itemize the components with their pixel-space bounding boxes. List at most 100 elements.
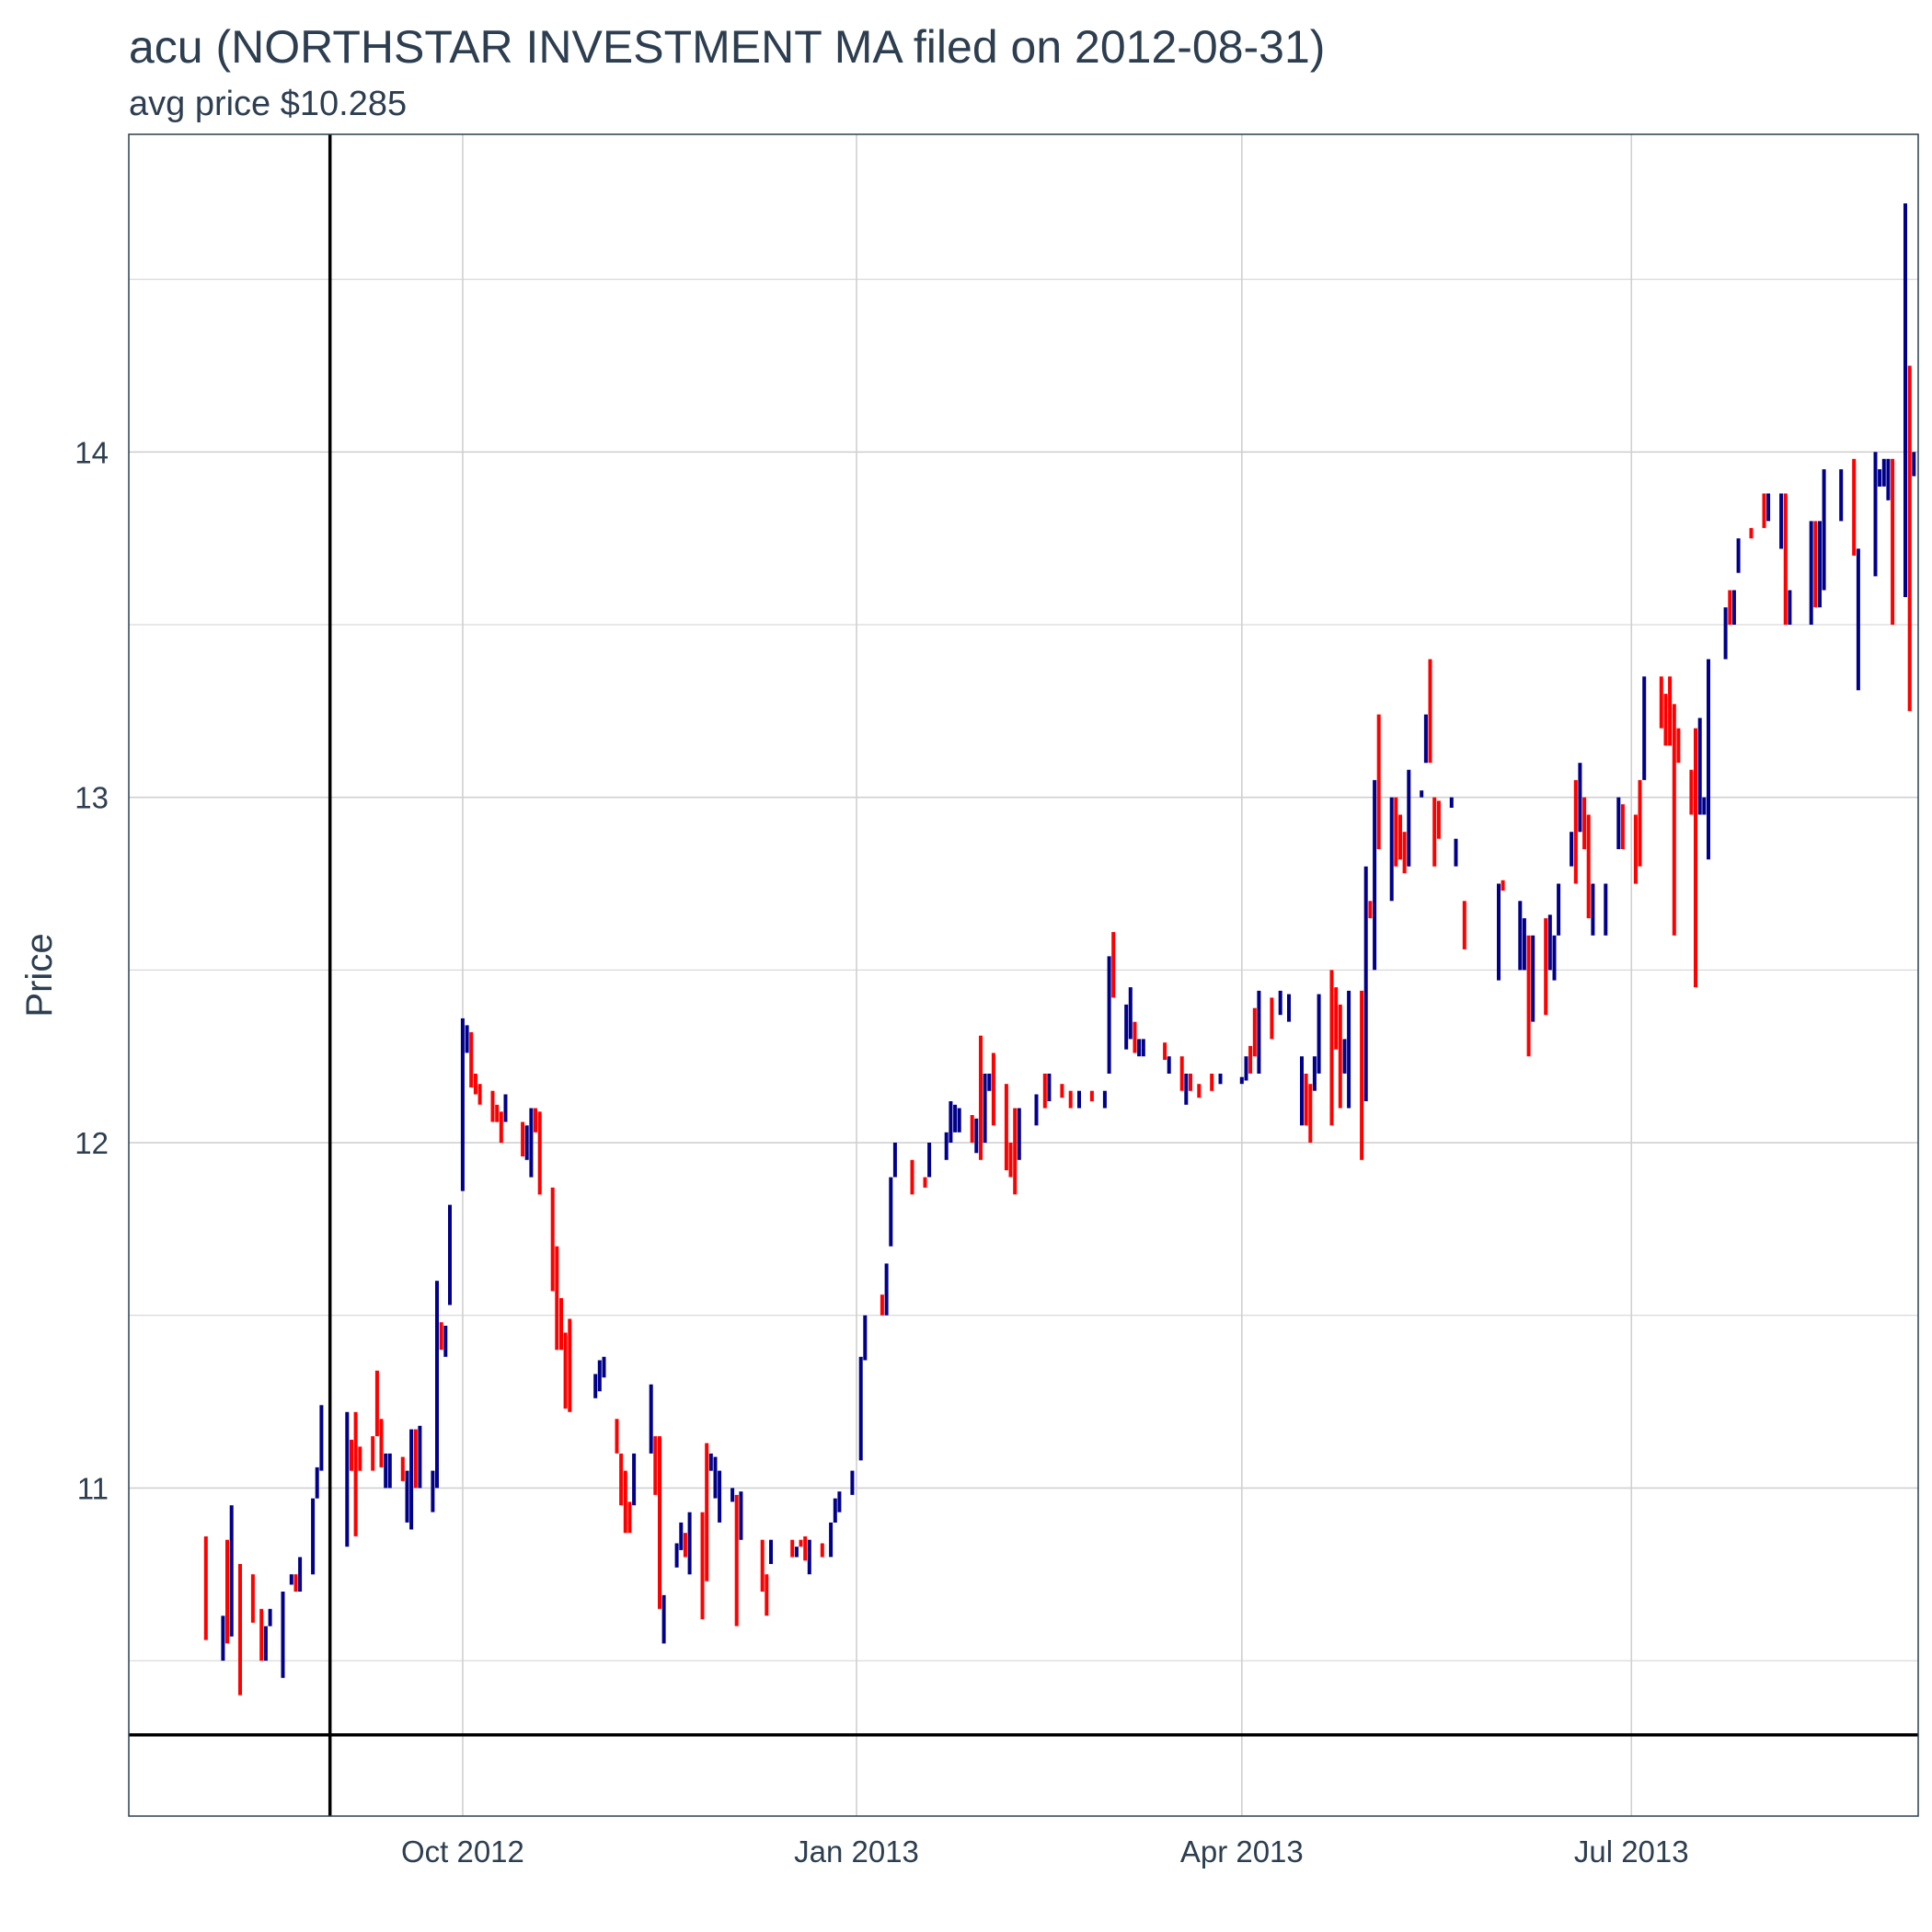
reference-lines (129, 134, 1918, 1816)
ohlc-bar (1547, 914, 1552, 971)
ohlc-bar (739, 1491, 743, 1540)
ohlc-bar (983, 1074, 987, 1144)
ohlc-bar (658, 1436, 661, 1609)
ohlc-bar (1013, 1108, 1018, 1195)
ohlc-bar (1270, 997, 1274, 1040)
ohlc-bar (833, 1498, 837, 1523)
ohlc-bar (794, 1547, 799, 1558)
ohlc-bar (889, 1177, 893, 1247)
panel-border (128, 133, 1919, 1817)
ohlc-bar (431, 1470, 435, 1512)
ohlc-bar (1252, 1007, 1257, 1057)
y-tick-label: 12 (75, 1126, 109, 1160)
ohlc-bar (555, 1246, 559, 1351)
ohlc-bar (1218, 1074, 1223, 1085)
ohlc-bar (1077, 1090, 1081, 1109)
ohlc-bar (435, 1281, 439, 1489)
ohlc-bar (1407, 769, 1411, 867)
ohlc-bar (880, 1294, 884, 1316)
ohlc-bar (1570, 832, 1574, 867)
ohlc-bar (1317, 994, 1321, 1074)
ohlc-bar (203, 1536, 208, 1640)
ohlc-bar (1907, 365, 1912, 711)
ohlc-bar (1779, 493, 1784, 549)
ohlc-bar (1616, 797, 1621, 849)
ohlc-bar (1389, 797, 1394, 902)
ohlc-bar (1068, 1090, 1073, 1109)
ohlc-bar (1167, 1056, 1171, 1074)
ohlc-bar (1522, 918, 1526, 971)
ohlc-bar (405, 1470, 409, 1523)
ohlc-bar (949, 1101, 953, 1143)
ohlc-bar (597, 1360, 602, 1392)
ohlc-bar (713, 1456, 718, 1499)
ohlc-bar (1822, 469, 1826, 591)
ohlc-bar (1342, 1039, 1347, 1074)
ohlc-bar (229, 1505, 234, 1637)
ohlc-bar (1749, 527, 1754, 539)
ohlc-bar (1376, 714, 1381, 849)
ohlc-bar (1818, 521, 1822, 608)
ohlc-bar (379, 1419, 384, 1467)
ohlc-bar (263, 1626, 268, 1662)
y-tick-label: 13 (75, 781, 109, 815)
ohlc-bar (268, 1608, 272, 1627)
ohlc-bar (765, 1574, 769, 1616)
x-tick-label: Oct 2012 (401, 1834, 524, 1869)
ohlc-bar (1287, 994, 1291, 1022)
ohlc-bar (371, 1436, 375, 1471)
ohlc-bar (1573, 779, 1578, 884)
ohlc-bar (503, 1094, 508, 1122)
ohlc-bar (790, 1539, 795, 1558)
ohlc-bar (529, 1108, 534, 1178)
ohlc-bar (1047, 1074, 1052, 1101)
ohlc-bar (1197, 1084, 1202, 1098)
ohlc-bar (991, 1052, 995, 1126)
ohlc-bar (953, 1104, 958, 1133)
ohlc-bar (1886, 458, 1891, 500)
ohlc-bar (687, 1512, 692, 1575)
ohlc-bar (439, 1322, 443, 1351)
ohlc-bar (1633, 814, 1638, 884)
ohlc-bar (705, 1443, 709, 1581)
ohlc-bar (289, 1574, 293, 1585)
ohlc-bar (944, 1132, 949, 1160)
ohlc-bar (700, 1512, 705, 1620)
ohlc-bar (1766, 493, 1771, 522)
chart-subtitle: avg price $10.285 (129, 85, 408, 123)
ohlc-bar (1881, 458, 1886, 487)
ohlc-bar (1728, 590, 1732, 625)
ohlc-bar (957, 1108, 961, 1133)
ohlc-bar (683, 1533, 687, 1558)
ohlc-bar (293, 1574, 298, 1592)
ohlc-bar (1060, 1084, 1064, 1098)
ohlc-bar (1163, 1042, 1167, 1060)
ohlc-bar (1852, 458, 1857, 556)
ohlc-bar (1278, 990, 1282, 1016)
ohlc-bar (974, 1118, 979, 1154)
ohlc-bar (1017, 1108, 1021, 1160)
ohlc-bar (1642, 676, 1647, 780)
ohlc-bar (910, 1159, 914, 1195)
ohlc-bar (1903, 203, 1907, 597)
ohlc-bar (1526, 935, 1531, 1057)
ohlc-bar (1672, 704, 1676, 936)
ohlc-bar (1423, 714, 1428, 764)
ohlc-bar (649, 1384, 653, 1454)
ohlc-bar (1582, 797, 1587, 849)
ohlc-bar (1591, 883, 1595, 936)
ohlc-bar (418, 1425, 422, 1489)
ohlc-bar (353, 1411, 358, 1536)
ohlc-bar (730, 1488, 735, 1502)
ohlc-bar (632, 1453, 637, 1506)
ohlc-bar (1338, 1004, 1342, 1109)
y-tick-label: 14 (75, 435, 109, 469)
ohlc-bar (1308, 1084, 1313, 1143)
ohlc-bar (1042, 1074, 1047, 1109)
ohlc-bar (1304, 1074, 1308, 1126)
ohlc-bar (1133, 1021, 1137, 1053)
ohlc-bar (413, 1429, 418, 1489)
ohlc-bar (760, 1539, 765, 1592)
ohlc-bar (884, 1263, 889, 1316)
ohlc-bar (1360, 990, 1364, 1160)
